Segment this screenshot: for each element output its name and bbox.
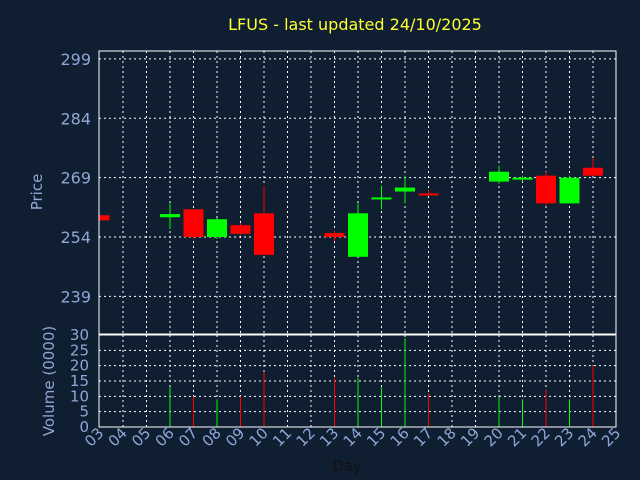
volume-plot-frame: [98, 334, 617, 428]
price-tick-label: 269: [60, 169, 91, 188]
candle-body: [183, 209, 204, 238]
candle-07: [183, 209, 204, 240]
x-tick-labels: 0304050607080910111213141516171819202122…: [81, 424, 624, 450]
candle-body: [536, 175, 556, 204]
volume-tick-label: 5: [79, 403, 89, 421]
price-axis-label: Price: [28, 174, 46, 211]
candle-09: [230, 223, 251, 236]
candle-22: [536, 171, 556, 206]
candle-body: [160, 214, 180, 218]
x-axis-label: Day: [332, 457, 362, 475]
candle-15: [371, 185, 392, 210]
candle-body: [324, 233, 345, 238]
candle-08: [207, 218, 227, 240]
candle-13: [324, 231, 345, 241]
candle-body: [583, 167, 603, 176]
volume-tick-label: 30: [70, 326, 89, 344]
chart-title: LFUS - last updated 24/10/2025: [228, 15, 482, 34]
candle-body: [512, 177, 533, 180]
candle-body: [254, 213, 274, 255]
volume-tick-label: 15: [70, 372, 89, 390]
price-tick-label: 254: [60, 228, 91, 247]
volume-tick-label: 10: [70, 387, 89, 405]
candle-body: [348, 213, 368, 257]
candle-body: [395, 187, 415, 192]
candle-body: [371, 197, 392, 200]
candle-body: [99, 215, 110, 221]
volume-axis-label: Volume (0000): [40, 326, 58, 436]
price-plot-frame: [98, 50, 617, 335]
candle-body: [559, 177, 580, 204]
candle-14: [348, 203, 368, 257]
volume-tick-label: 25: [70, 341, 89, 359]
candle-23: [559, 175, 580, 204]
price-tick-label: 239: [60, 287, 91, 306]
candles-layer: [99, 157, 603, 257]
price-tick-labels: 239 254 269 284 299: [60, 50, 91, 306]
candle-17: [418, 189, 439, 196]
candle-16: [395, 175, 415, 204]
candle-10: [254, 185, 274, 255]
candle-body: [489, 171, 509, 182]
price-tick-label: 299: [60, 50, 91, 69]
volume-tick-label: 20: [70, 357, 89, 375]
candle-body: [230, 225, 251, 234]
price-tick-label: 284: [60, 109, 91, 128]
candle-21: [512, 175, 533, 182]
candle-06: [160, 203, 180, 230]
price-grid: [99, 51, 616, 334]
candle-body: [418, 193, 439, 196]
candle-24: [583, 157, 603, 176]
candle-body: [207, 219, 227, 238]
candle-20: [489, 165, 509, 184]
volume-bars-layer: [169, 338, 594, 427]
volume-tick-label: 0: [79, 418, 89, 436]
